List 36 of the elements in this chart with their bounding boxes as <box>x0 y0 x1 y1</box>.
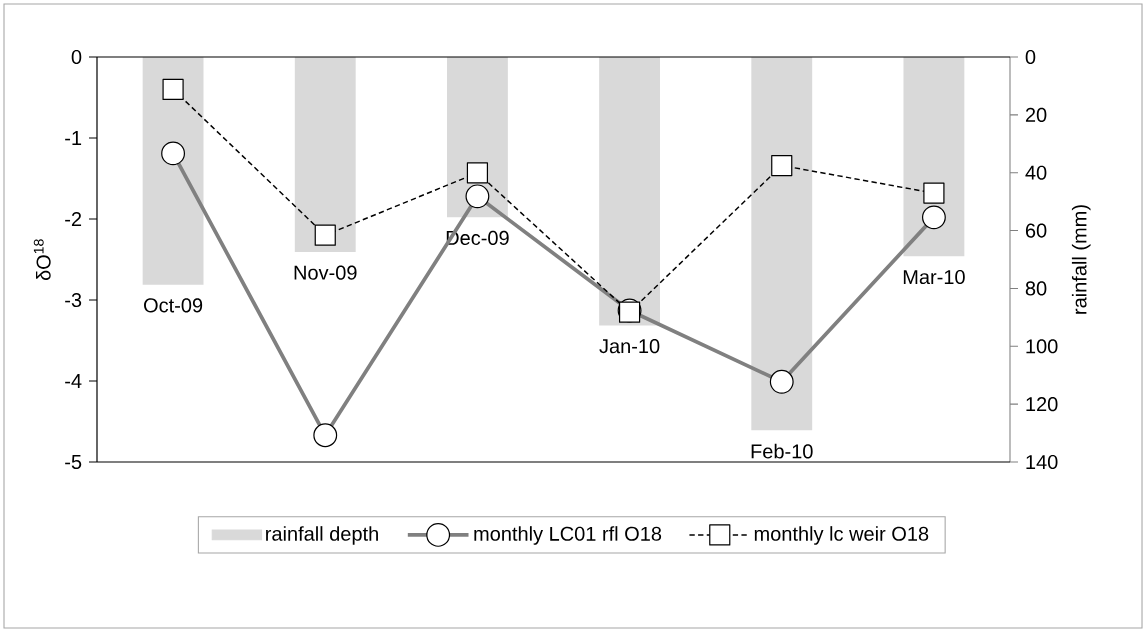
legend-label: monthly lc weir O18 <box>754 526 929 545</box>
y-tick-label: -4 <box>65 374 82 388</box>
y2-tick-label: 140 <box>1026 454 1058 470</box>
x-tick-label: Jan-10 <box>599 339 660 354</box>
y2-axis-title: rainfall (mm) <box>1071 205 1091 314</box>
y2-tick-label: 40 <box>1025 165 1047 180</box>
bar <box>294 57 356 252</box>
x-tick-label: Oct-09 <box>144 298 203 313</box>
point <box>923 182 945 204</box>
y-tick-label: -5 <box>65 455 82 469</box>
x-tick-label: Nov-09 <box>294 265 357 280</box>
legend-label: monthly LC01 rfl O18 <box>474 526 662 545</box>
point <box>771 154 793 177</box>
legend-label: rainfall depth <box>266 526 378 545</box>
point <box>466 162 489 184</box>
y-tick-label: -1 <box>65 131 82 145</box>
y2-tick-label: 60 <box>1025 223 1047 238</box>
point <box>314 224 336 246</box>
y2-tick-label: 120 <box>1026 397 1058 412</box>
y-axis-title: δO$^{18}$ <box>33 239 51 281</box>
point <box>618 301 641 323</box>
bar <box>751 57 813 431</box>
bar <box>599 57 661 326</box>
y-tick-label: -3 <box>65 292 82 308</box>
y-tick-label: -2 <box>65 212 82 226</box>
y2-tick-label: 20 <box>1025 107 1047 122</box>
bar <box>903 57 965 257</box>
y-tick-label: 0 <box>71 49 82 65</box>
point <box>162 78 184 100</box>
y2-tick-label: 100 <box>1026 339 1058 354</box>
x-tick-label: Mar-10 <box>903 269 965 285</box>
bar <box>142 57 204 285</box>
x-tick-label: Feb-10 <box>751 443 813 459</box>
y2-tick-label: 80 <box>1025 281 1047 296</box>
y2-tick-label: 0 <box>1025 49 1036 65</box>
x-tick-label: Dec-09 <box>446 230 509 246</box>
